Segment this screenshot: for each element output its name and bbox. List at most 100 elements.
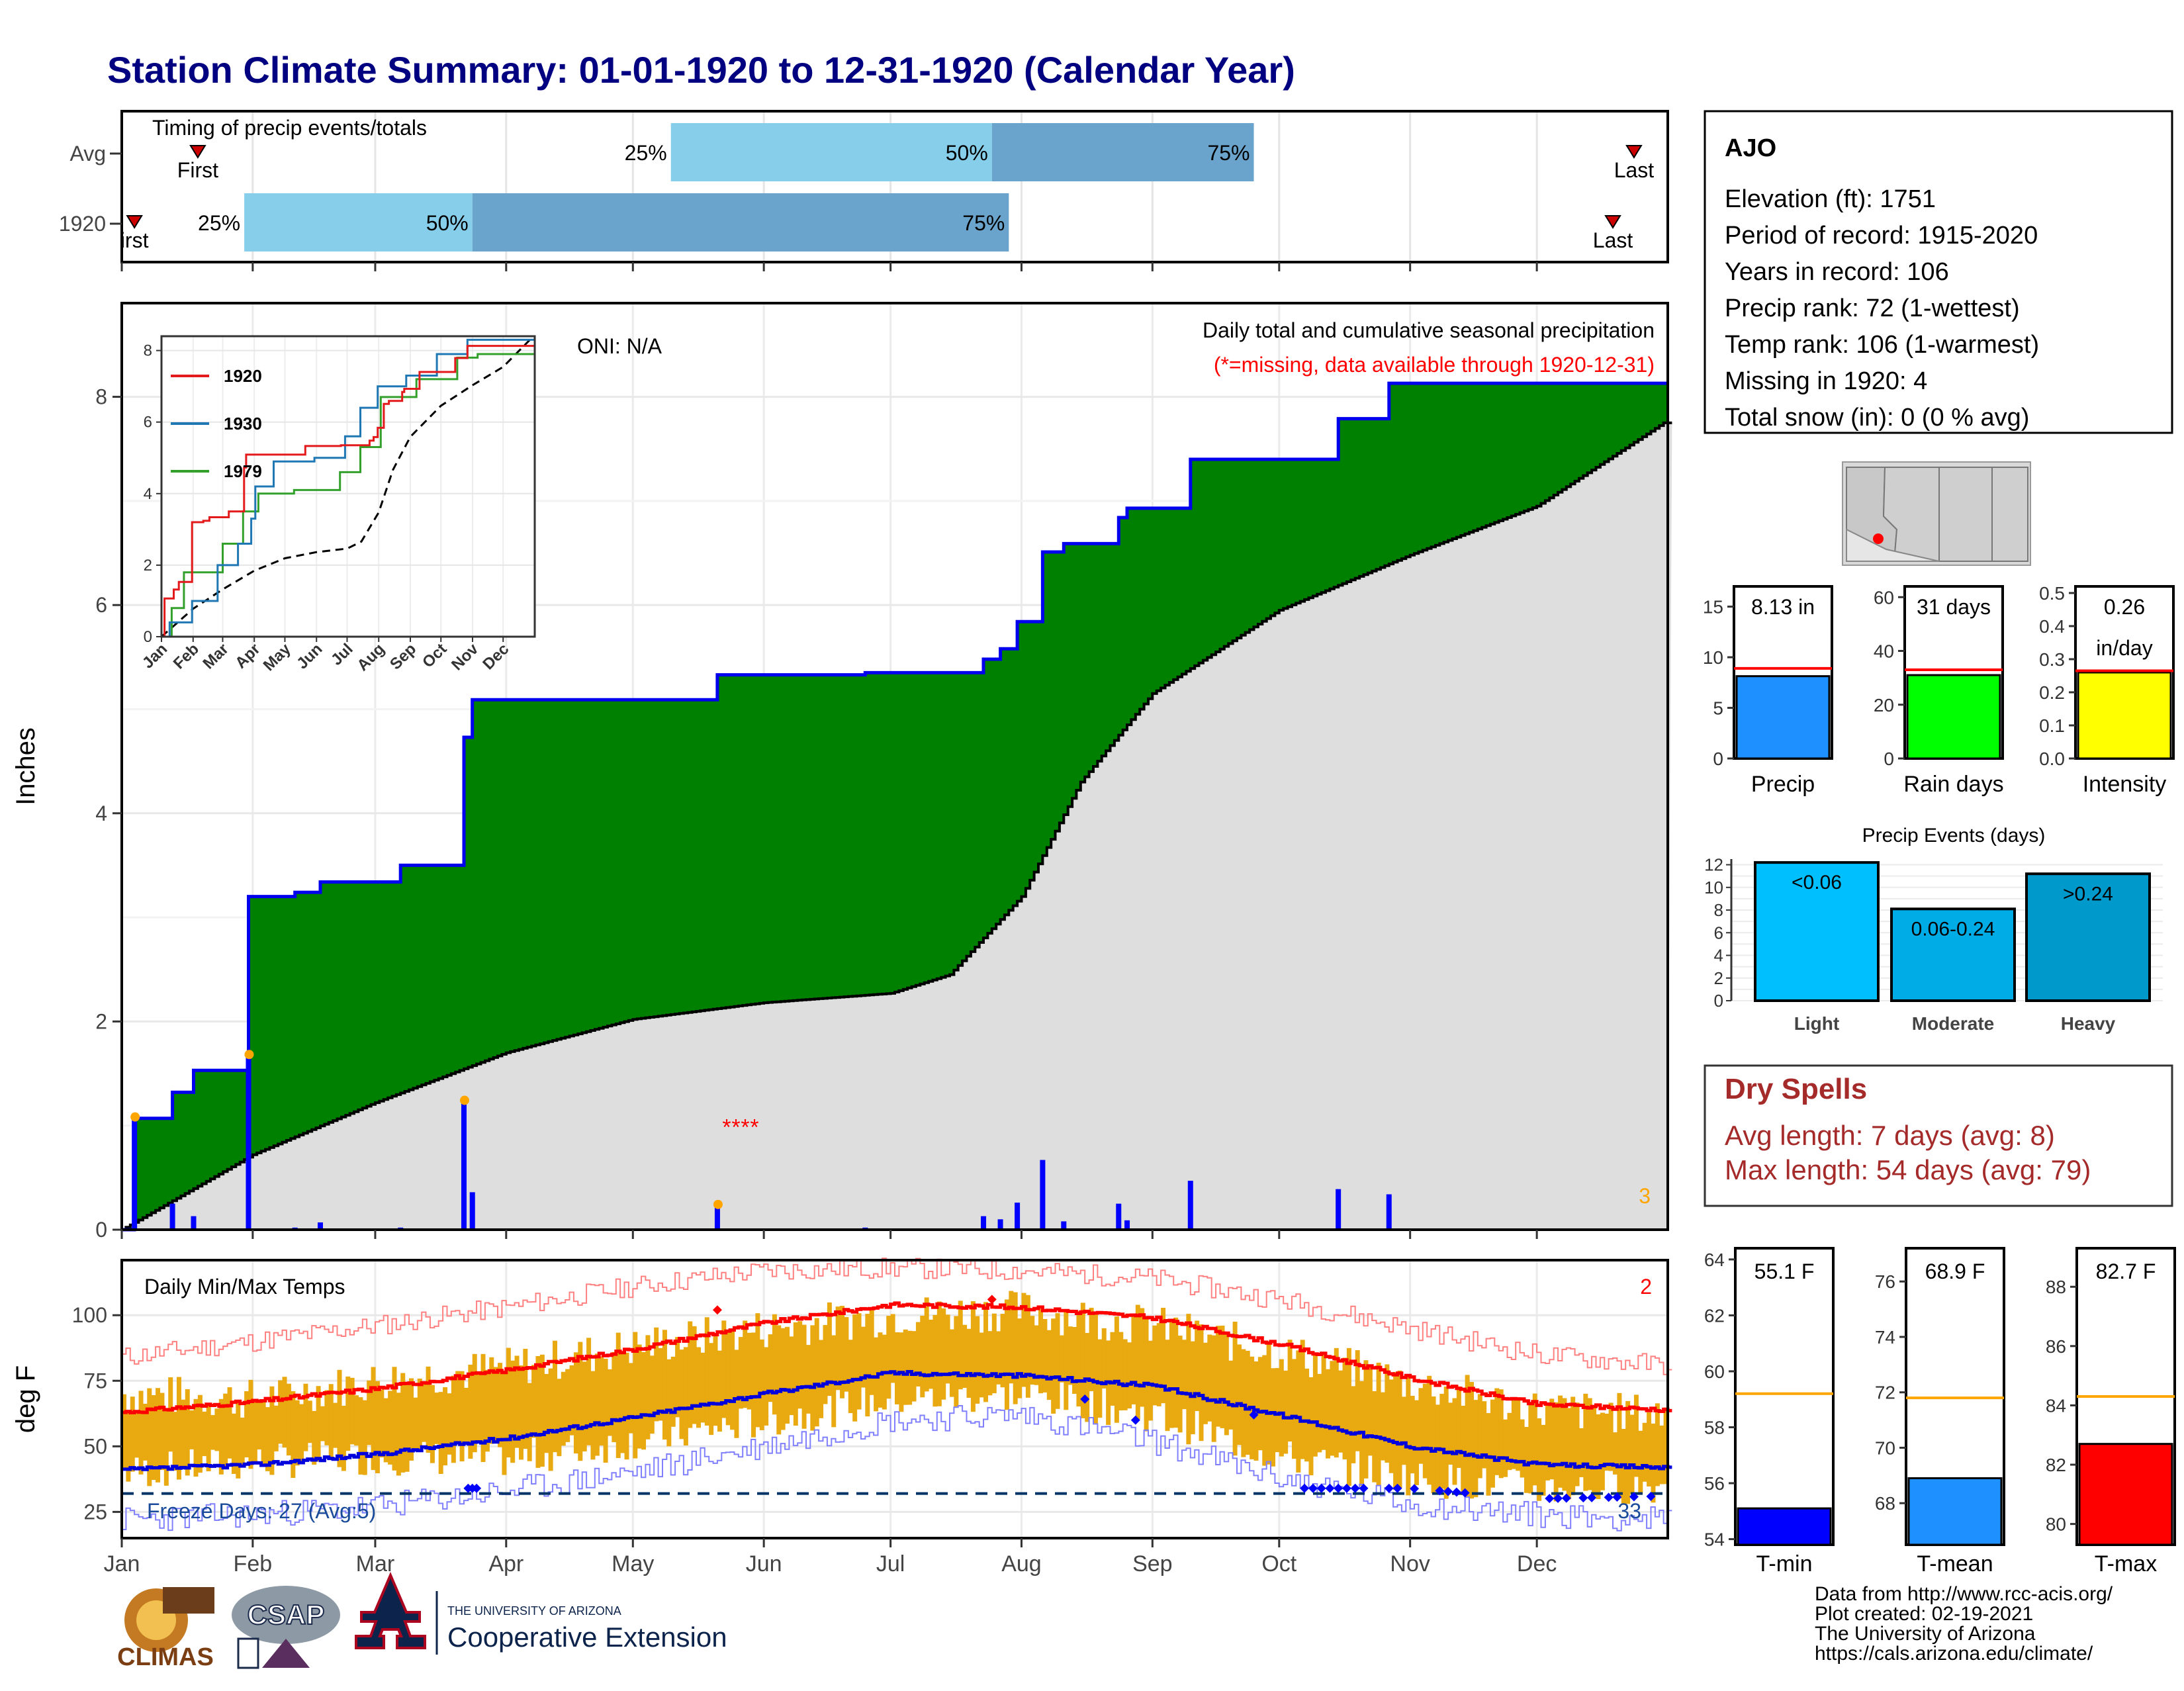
daily-temp-bar bbox=[1236, 1344, 1242, 1445]
daily-temp-bar bbox=[827, 1302, 832, 1396]
daily-temp-bar bbox=[709, 1343, 714, 1436]
stat-category-label: Rain days bbox=[1903, 772, 2003, 797]
daily-temp-bar bbox=[539, 1354, 545, 1467]
daily-temp-bar bbox=[320, 1406, 325, 1441]
dry-spells-avg: Avg length: 7 days (avg: 8) bbox=[1725, 1120, 2055, 1151]
daily-temp-bar bbox=[1326, 1369, 1330, 1459]
timing-pct75-label-Avg: 75% bbox=[1207, 141, 1250, 165]
daily-temp-bar bbox=[966, 1328, 972, 1398]
daily-temp-bar bbox=[764, 1347, 769, 1426]
daily-temp-bar bbox=[443, 1387, 448, 1466]
last-event-label-1920: Last bbox=[1593, 228, 1633, 252]
daily-temp-bar bbox=[240, 1417, 245, 1467]
daily-temp-bar bbox=[987, 1331, 993, 1396]
first-event-label-1920: irst bbox=[120, 228, 149, 252]
daily-temp-bar bbox=[1004, 1299, 1009, 1410]
temp-ytick-label: 75 bbox=[83, 1369, 107, 1393]
temp-stat-ytick-label: 70 bbox=[1875, 1438, 1895, 1458]
temp-stat-chart-t-mean: 68 70 72 74 76 68.9 F T-mean bbox=[1875, 1247, 2005, 1577]
daily-temp-bar bbox=[480, 1353, 486, 1463]
daily-temp-bar bbox=[367, 1380, 372, 1445]
month-label: Mar bbox=[356, 1551, 395, 1577]
normal-cumulative-precip-line bbox=[122, 421, 1672, 1231]
daily-temp-bar bbox=[333, 1402, 338, 1448]
inset-legend: 1920 1930 1979 bbox=[171, 366, 262, 481]
precip-stat-charts: 0 5 10 15 8.13 in Precip 0 20 40 60 31 days Rain da… bbox=[1703, 583, 2175, 797]
daily-temp-bar bbox=[502, 1370, 507, 1475]
ua-logo-small-text: THE UNIVERSITY OF ARIZONA bbox=[447, 1604, 621, 1618]
precip-events-title: Precip Events (days) bbox=[1862, 825, 2046, 846]
daily-temp-bar bbox=[544, 1373, 549, 1453]
daily-temp-bar bbox=[725, 1332, 731, 1426]
daily-temp-bar bbox=[1068, 1326, 1073, 1385]
daily-temp-bar bbox=[1414, 1400, 1420, 1485]
station-info-box: AJO Elevation (ft): 1751 Period of recor… bbox=[1704, 110, 2173, 434]
stat-category-label: Intensity bbox=[2083, 772, 2167, 797]
daily-temp-bar bbox=[498, 1363, 503, 1447]
missing-count: 3 bbox=[1639, 1184, 1651, 1208]
daily-temp-bar bbox=[801, 1324, 807, 1429]
freeze-day-marker bbox=[1410, 1484, 1420, 1494]
events-ytick-label: 10 bbox=[1704, 878, 1723, 897]
daily-temp-bar bbox=[747, 1332, 752, 1410]
daily-temp-bar bbox=[1486, 1413, 1491, 1496]
station-precip-rank: Precip rank: 72 (1-wettest) bbox=[1725, 295, 2020, 322]
daily-precip-bar bbox=[997, 1219, 1003, 1230]
daily-temp-bar bbox=[713, 1333, 718, 1426]
stat-ytick-label: 40 bbox=[1874, 641, 1894, 662]
stat-ytick-label: 0.4 bbox=[2039, 616, 2065, 637]
daily-temp-bar bbox=[814, 1318, 819, 1427]
svg-text:Avg: Avg bbox=[69, 142, 106, 165]
daily-temp-bar bbox=[654, 1327, 659, 1422]
freeze-day-marker bbox=[1443, 1486, 1453, 1496]
daily-temp-bar bbox=[666, 1359, 672, 1447]
daily-temp-bar bbox=[261, 1400, 266, 1464]
map-region-texas bbox=[1991, 467, 2028, 562]
daily-temp-bar bbox=[1165, 1340, 1170, 1432]
daily-temp-bar bbox=[1275, 1368, 1280, 1453]
daily-temp-bar bbox=[147, 1388, 152, 1486]
daily-temp-bar bbox=[633, 1332, 638, 1459]
daily-temp-bar bbox=[295, 1400, 300, 1466]
daily-temp-bar bbox=[1300, 1340, 1305, 1459]
freeze-day-marker bbox=[1435, 1486, 1445, 1496]
daily-temp-bar bbox=[1473, 1400, 1479, 1498]
first-event-marker-1920 bbox=[126, 215, 143, 229]
daily-temp-bar bbox=[1127, 1342, 1132, 1409]
daily-temp-bar bbox=[1021, 1293, 1026, 1387]
daily-temp-bar bbox=[142, 1404, 148, 1461]
precip-x-ticks bbox=[120, 262, 1538, 1239]
month-label: May bbox=[612, 1551, 654, 1577]
daily-temp-bar bbox=[244, 1391, 250, 1457]
freeze-day-marker bbox=[1578, 1493, 1588, 1503]
daily-temp-bar bbox=[1042, 1318, 1048, 1393]
daily-precip-bar bbox=[1061, 1221, 1067, 1230]
daily-temp-bar bbox=[324, 1390, 330, 1445]
daily-temp-bar bbox=[430, 1385, 435, 1463]
inset-border bbox=[160, 335, 536, 638]
daily-temp-bar bbox=[434, 1393, 439, 1444]
daily-temp-bar bbox=[1541, 1424, 1546, 1496]
daily-temp-bar bbox=[506, 1348, 511, 1458]
csap-logo-cloud bbox=[232, 1586, 340, 1644]
daily-temp-bar bbox=[477, 1372, 482, 1442]
daily-temp-bar bbox=[958, 1301, 963, 1390]
daily-temp-bar bbox=[954, 1316, 959, 1407]
daily-temp-bar bbox=[523, 1348, 528, 1449]
freeze-day-marker bbox=[1316, 1483, 1326, 1493]
timing-pct25-label-1920: 25% bbox=[198, 211, 240, 235]
daily-temp-bar bbox=[924, 1297, 929, 1392]
daily-temp-bar bbox=[337, 1369, 342, 1467]
daily-temp-bar bbox=[590, 1371, 596, 1460]
daily-temp-bar bbox=[1410, 1396, 1415, 1474]
daily-temp-bar bbox=[1427, 1375, 1432, 1485]
daily-temp-bar bbox=[886, 1316, 891, 1399]
daily-temp-bar bbox=[252, 1401, 257, 1463]
daily-temp-bar bbox=[273, 1405, 279, 1451]
daily-temp-bar bbox=[1592, 1406, 1597, 1496]
daily-temp-bar bbox=[1097, 1339, 1103, 1418]
month-label: Jun bbox=[746, 1551, 782, 1577]
ua-logo-big-text: Cooperative Extension bbox=[447, 1622, 727, 1653]
daily-temp-bar bbox=[1587, 1398, 1592, 1490]
daily-temp-bar bbox=[1114, 1316, 1119, 1423]
